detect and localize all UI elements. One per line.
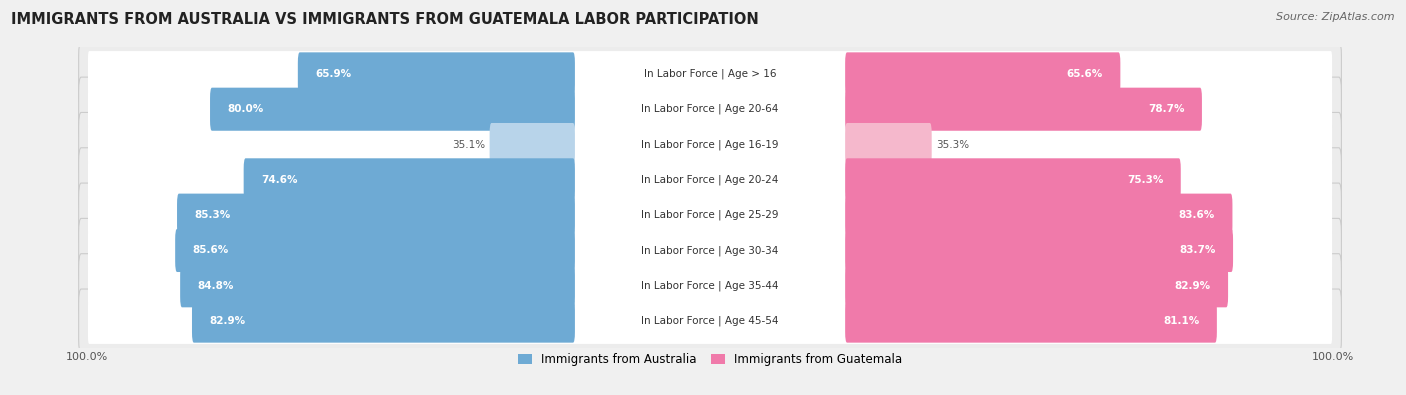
Text: In Labor Force | Age 20-24: In Labor Force | Age 20-24 bbox=[641, 175, 779, 185]
FancyBboxPatch shape bbox=[89, 87, 1331, 132]
Text: In Labor Force | Age 25-29: In Labor Force | Age 25-29 bbox=[641, 210, 779, 220]
Text: In Labor Force | Age 30-34: In Labor Force | Age 30-34 bbox=[641, 245, 779, 256]
FancyBboxPatch shape bbox=[845, 264, 1227, 307]
Text: In Labor Force | Age 20-64: In Labor Force | Age 20-64 bbox=[641, 104, 779, 115]
Text: 35.1%: 35.1% bbox=[453, 139, 485, 150]
Text: 81.1%: 81.1% bbox=[1163, 316, 1199, 326]
Text: In Labor Force | Age 45-54: In Labor Force | Age 45-54 bbox=[641, 316, 779, 326]
FancyBboxPatch shape bbox=[79, 254, 1341, 318]
FancyBboxPatch shape bbox=[845, 229, 1233, 272]
Text: Source: ZipAtlas.com: Source: ZipAtlas.com bbox=[1277, 12, 1395, 22]
FancyBboxPatch shape bbox=[176, 229, 575, 272]
FancyBboxPatch shape bbox=[845, 53, 1121, 96]
FancyBboxPatch shape bbox=[177, 194, 575, 237]
Text: 82.9%: 82.9% bbox=[1174, 281, 1211, 291]
FancyBboxPatch shape bbox=[298, 53, 575, 96]
Text: In Labor Force | Age > 16: In Labor Force | Age > 16 bbox=[644, 69, 776, 79]
FancyBboxPatch shape bbox=[89, 122, 1331, 167]
Text: 35.3%: 35.3% bbox=[936, 139, 969, 150]
Text: IMMIGRANTS FROM AUSTRALIA VS IMMIGRANTS FROM GUATEMALA LABOR PARTICIPATION: IMMIGRANTS FROM AUSTRALIA VS IMMIGRANTS … bbox=[11, 12, 759, 27]
Text: 83.6%: 83.6% bbox=[1178, 210, 1215, 220]
FancyBboxPatch shape bbox=[89, 192, 1331, 238]
FancyBboxPatch shape bbox=[489, 123, 575, 166]
FancyBboxPatch shape bbox=[845, 158, 1181, 201]
FancyBboxPatch shape bbox=[180, 264, 575, 307]
Text: 85.6%: 85.6% bbox=[193, 245, 229, 256]
Text: In Labor Force | Age 16-19: In Labor Force | Age 16-19 bbox=[641, 139, 779, 150]
FancyBboxPatch shape bbox=[89, 263, 1331, 308]
FancyBboxPatch shape bbox=[243, 158, 575, 201]
FancyBboxPatch shape bbox=[89, 228, 1331, 273]
FancyBboxPatch shape bbox=[89, 51, 1331, 97]
Text: 83.7%: 83.7% bbox=[1180, 245, 1216, 256]
FancyBboxPatch shape bbox=[79, 77, 1341, 141]
FancyBboxPatch shape bbox=[79, 289, 1341, 353]
Text: 82.9%: 82.9% bbox=[209, 316, 246, 326]
Text: In Labor Force | Age 35-44: In Labor Force | Age 35-44 bbox=[641, 280, 779, 291]
FancyBboxPatch shape bbox=[79, 148, 1341, 212]
FancyBboxPatch shape bbox=[845, 194, 1233, 237]
FancyBboxPatch shape bbox=[79, 218, 1341, 282]
FancyBboxPatch shape bbox=[79, 42, 1341, 106]
FancyBboxPatch shape bbox=[79, 113, 1341, 177]
Text: 85.3%: 85.3% bbox=[194, 210, 231, 220]
Text: 65.9%: 65.9% bbox=[315, 69, 352, 79]
FancyBboxPatch shape bbox=[193, 299, 575, 342]
FancyBboxPatch shape bbox=[845, 299, 1216, 342]
Text: 84.8%: 84.8% bbox=[198, 281, 233, 291]
Text: 75.3%: 75.3% bbox=[1128, 175, 1163, 185]
Text: 78.7%: 78.7% bbox=[1147, 104, 1184, 114]
FancyBboxPatch shape bbox=[89, 157, 1331, 203]
FancyBboxPatch shape bbox=[89, 298, 1331, 344]
FancyBboxPatch shape bbox=[79, 183, 1341, 247]
Text: 80.0%: 80.0% bbox=[228, 104, 264, 114]
Text: 74.6%: 74.6% bbox=[262, 175, 298, 185]
FancyBboxPatch shape bbox=[209, 88, 575, 131]
Text: 65.6%: 65.6% bbox=[1067, 69, 1102, 79]
Legend: Immigrants from Australia, Immigrants from Guatemala: Immigrants from Australia, Immigrants fr… bbox=[517, 353, 903, 366]
FancyBboxPatch shape bbox=[845, 88, 1202, 131]
FancyBboxPatch shape bbox=[845, 123, 932, 166]
